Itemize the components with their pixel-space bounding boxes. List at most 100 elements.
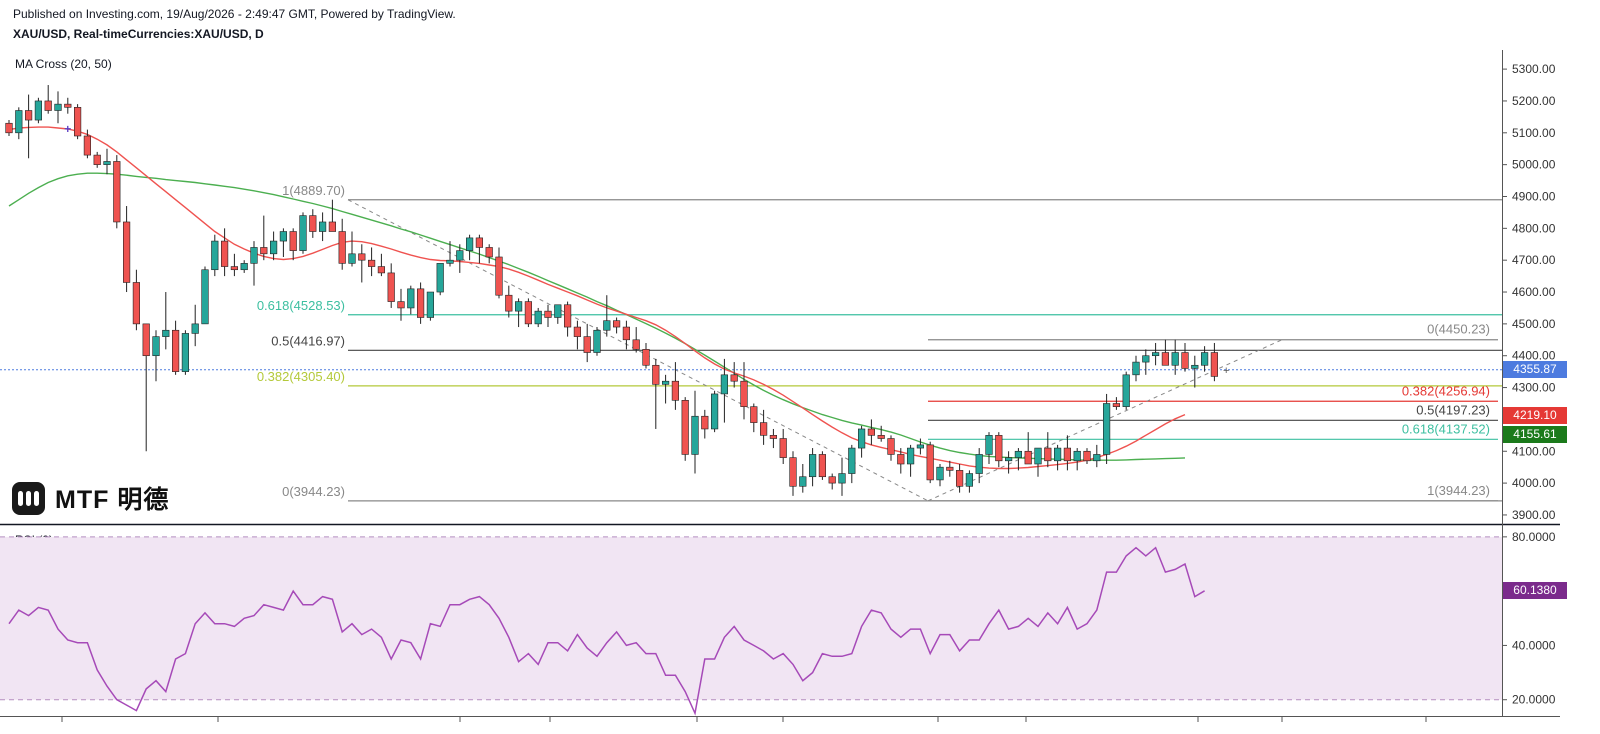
candle-bull [181, 333, 190, 372]
candle-bear [123, 221, 131, 283]
price-tick-label: 5300.00 [1512, 62, 1556, 76]
candle-bull [240, 263, 248, 271]
price-tick-label: 4600.00 [1512, 285, 1556, 299]
candle-bear [505, 294, 513, 312]
candle-bull [720, 374, 728, 395]
candle-bear [113, 161, 121, 223]
candle-bear [24, 110, 33, 121]
candle-bear [632, 339, 640, 350]
candle-bull [603, 320, 611, 331]
candle-bull [211, 240, 219, 271]
fib-right-label: 0.618(4137.52) [1402, 421, 1490, 436]
fib-left-label: 1(4889.70) [282, 183, 345, 198]
candle-bull [15, 110, 23, 134]
candle-bear [769, 435, 777, 439]
candle-bull [965, 473, 973, 487]
candle-bull [534, 310, 542, 325]
candle-bear [132, 282, 141, 325]
candle-bull [936, 466, 944, 481]
symbol-line: XAU/USD, Real-timeCurrencies:XAU/USD, D [13, 27, 264, 41]
price-tick-label: 4000.00 [1512, 476, 1556, 490]
candle-bear [83, 135, 91, 156]
candle-bull [299, 215, 307, 251]
current-price-tag: 4355.87 [1503, 361, 1567, 379]
fib-left-label: 0.618(4528.53) [257, 298, 345, 313]
candle-bear [142, 323, 150, 357]
ma20-value-tag: 4219.10 [1503, 406, 1567, 424]
ma-cross-marker: + [64, 122, 71, 136]
mtf-logo-icon [12, 481, 45, 515]
candle-bull [906, 447, 915, 465]
candle-bull [54, 103, 62, 111]
fib-right-label: 1(3944.23) [1427, 483, 1490, 498]
moving-averages: ++ [8, 0, 1228, 470]
candle-bear [642, 349, 650, 366]
candle-bear [583, 336, 591, 353]
candle-bear [44, 100, 52, 111]
price-tick-label: 5000.00 [1512, 158, 1556, 172]
candle-bear [750, 406, 758, 423]
ma50-value-tag: 4155.61 [1503, 426, 1567, 444]
candle-bull [465, 237, 474, 251]
price-tick-label: 3900.00 [1512, 508, 1556, 522]
price-tick-label: 4300.00 [1512, 381, 1556, 395]
candle-bear [64, 103, 72, 108]
candle-bull [593, 329, 601, 353]
candle-bull [808, 454, 817, 478]
candle-bull [1171, 352, 1179, 366]
candle-bull [201, 269, 209, 325]
ma-cross-marker: + [1221, 0, 1228, 3]
price-tick-label: 5100.00 [1512, 126, 1556, 140]
fib-left-trendline [347, 199, 929, 502]
candle-bear [740, 380, 748, 407]
candle-bull [446, 259, 454, 264]
candle-bear [230, 266, 239, 271]
candle-bear [74, 107, 82, 137]
candle-bear [730, 374, 738, 382]
rsi-value-tag: 60.1380 [1503, 582, 1567, 600]
candle-bull [1122, 374, 1130, 407]
candle-bull [162, 329, 170, 337]
ma-cross-label[interactable]: MA Cross (20, 50) [15, 57, 112, 71]
candle-bear [387, 272, 395, 302]
candle-bear [1083, 450, 1091, 462]
candle-bull [985, 435, 993, 455]
candle-bear [926, 444, 934, 481]
last-price-cross: + [1223, 365, 1229, 377]
candle-bull [691, 415, 699, 455]
candle-bull [1142, 355, 1150, 363]
candle-bear [955, 470, 964, 487]
candle-bear [1024, 450, 1032, 465]
candle-bear [172, 329, 180, 372]
candle-bull [710, 393, 719, 430]
candle-bull [456, 250, 464, 261]
price-tick-label: 4400.00 [1512, 349, 1556, 363]
price-tick-label: 5200.00 [1512, 94, 1556, 108]
price-axis: 5300.00 5200.00 5100.00 5000.00 4900.00 4800.… [1502, 62, 1556, 707]
candle-bull [857, 428, 866, 449]
candle-bear [475, 237, 484, 248]
candle-bull [1103, 403, 1111, 455]
rsi-band [0, 536, 1502, 700]
candle-bear [358, 253, 366, 261]
candle-bull [1093, 454, 1101, 462]
candle-bull [318, 221, 327, 232]
candle-bull [269, 240, 278, 255]
candle-bull [1054, 447, 1062, 462]
published-line: Published on Investing.com, 19/Aug/2026 … [13, 7, 456, 21]
candle-bear [544, 310, 552, 318]
fib-right-label: 0(4450.23) [1427, 322, 1490, 337]
candle-bull [407, 288, 415, 309]
candle-bear [5, 122, 13, 134]
grid [0, 50, 1560, 722]
candle-bear [397, 301, 405, 309]
candle-bull [436, 263, 444, 293]
candle-bull [191, 323, 199, 334]
candle-bull [1073, 450, 1081, 462]
candle-bull [103, 161, 111, 165]
candle-bull [916, 444, 924, 449]
fib-right-label: 0.382(4256.94) [1402, 383, 1490, 398]
candle-bear [759, 422, 768, 436]
candle-bear [701, 415, 709, 430]
